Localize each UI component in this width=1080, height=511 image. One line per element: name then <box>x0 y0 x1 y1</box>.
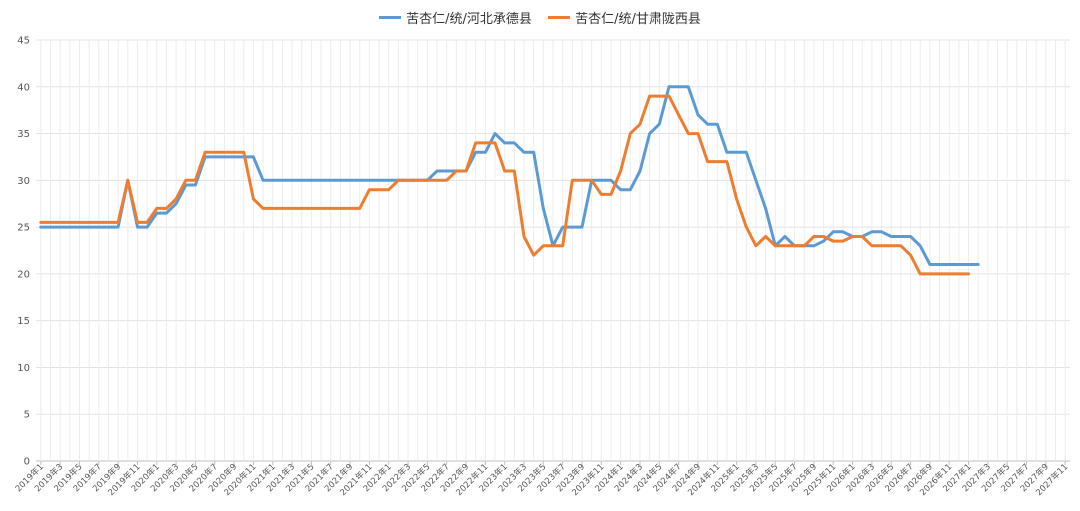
y-tick-label: 5 <box>24 410 30 421</box>
series-line-1 <box>39 85 980 266</box>
y-tick-label: 0 <box>24 457 30 468</box>
y-tick-label: 35 <box>17 129 30 140</box>
y-tick-label: 45 <box>17 36 30 47</box>
y-tick-label: 30 <box>17 176 30 187</box>
legend-swatch-gansu <box>548 16 571 19</box>
legend-label-hebei: 苦杏仁/统/河北承德县 <box>406 12 532 27</box>
legend-item-gansu: 苦杏仁/统/甘肃陇西县 <box>548 8 701 27</box>
legend-label-gansu: 苦杏仁/统/甘肃陇西县 <box>575 12 701 27</box>
series-line-2 <box>39 94 970 276</box>
y-tick-label: 20 <box>17 269 30 280</box>
y-tick-label: 40 <box>17 82 30 93</box>
legend-item-hebei: 苦杏仁/统/河北承德县 <box>379 8 532 27</box>
y-tick-label: 25 <box>17 223 30 234</box>
y-tick-label: 15 <box>17 316 30 327</box>
y-tick-label: 10 <box>17 363 30 374</box>
legend-swatch-hebei <box>379 16 402 19</box>
chart-legend: 苦杏仁/统/河北承德县 苦杏仁/统/甘肃陇西县 <box>0 8 1080 27</box>
